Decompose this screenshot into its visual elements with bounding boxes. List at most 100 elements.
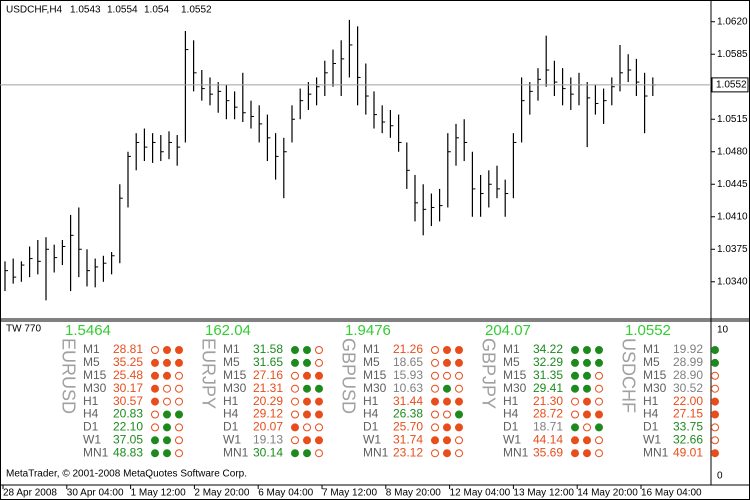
timeframe: MN1 [363, 445, 389, 459]
signal-dot [315, 423, 323, 432]
timeframe: M15 [503, 368, 527, 382]
strength-value: 33.75 [673, 420, 703, 434]
timeframe: M15 [363, 368, 387, 382]
signal-dot [163, 410, 171, 419]
timeframe: M1 [643, 342, 660, 356]
signal-dot [303, 436, 311, 445]
signal-dot [175, 449, 183, 458]
signal-dot [431, 371, 439, 380]
x-tick-label: 8 May 20:00 [386, 488, 441, 499]
strength-value: 25.70 [393, 420, 423, 434]
signal-dot [163, 384, 171, 393]
signal-dot [583, 346, 591, 354]
copyright: MetaTrader, © 2001-2008 MetaQuotes Softw… [6, 469, 247, 480]
signal-dot [303, 384, 311, 393]
header-price: 1.0543 [70, 5, 101, 16]
signal-dot [315, 346, 323, 354]
pair-price: 1.5464 [65, 322, 111, 339]
signal-dot [583, 423, 591, 432]
signal-dot [175, 371, 183, 380]
timeframe: H1 [363, 394, 379, 408]
timeframe: M1 [503, 342, 520, 356]
strength-value: 34.22 [533, 342, 563, 356]
signal-dot [571, 410, 579, 419]
timeframe: H1 [503, 394, 519, 408]
signal-dot [443, 397, 451, 406]
signal-dot [595, 397, 603, 406]
signal-dot [291, 371, 299, 380]
signal-dot [315, 358, 323, 367]
signal-dot [315, 449, 323, 458]
strength-value: 20.29 [253, 394, 283, 408]
strength-value: 26.38 [393, 407, 423, 421]
signal-dot [711, 384, 719, 393]
panel-axis-label: 0 [717, 471, 723, 482]
timeframe: D1 [83, 420, 99, 434]
timeframe: M5 [643, 355, 660, 369]
signal-dot [455, 436, 463, 445]
signal-dot [583, 397, 591, 406]
signal-dot [431, 423, 439, 432]
signal-dot [315, 410, 323, 419]
signal-dot [163, 371, 171, 380]
timeframe: M30 [363, 381, 387, 395]
signal-dot [151, 358, 159, 367]
signal-dot [595, 436, 603, 445]
strength-value: 30.57 [113, 394, 143, 408]
timeframe: H1 [83, 394, 99, 408]
x-tick-label: 13 May 12:00 [513, 488, 574, 499]
strength-value: 20.07 [253, 420, 283, 434]
header-price: 1.054 [144, 5, 169, 16]
signal-dot [175, 346, 183, 354]
signal-dot [315, 384, 323, 393]
timeframe: M1 [83, 342, 100, 356]
y-tick-label: 1.0410 [717, 211, 748, 222]
symbol: USDCHF,H4 [6, 5, 63, 16]
timeframe: M15 [83, 368, 107, 382]
signal-dot [583, 358, 591, 367]
signal-dot [303, 423, 311, 432]
signal-dot [431, 397, 439, 406]
strength-value: 28.81 [113, 342, 143, 356]
signal-dot [151, 384, 159, 393]
signal-dot [315, 397, 323, 406]
signal-dot [163, 449, 171, 458]
signal-dot [175, 410, 183, 419]
header-price: 1.0552 [181, 5, 212, 16]
signal-dot [571, 371, 579, 380]
x-tick-label: 2 May 20:00 [194, 488, 249, 499]
strength-value: 31.74 [393, 432, 423, 446]
pair-name: GBPUSD [338, 338, 358, 414]
header-price: 1.0554 [107, 5, 138, 16]
signal-dot [595, 384, 603, 393]
timeframe: M5 [363, 355, 380, 369]
timeframe: M5 [223, 355, 240, 369]
signal-dot [175, 397, 183, 406]
strength-value: 35.69 [533, 445, 563, 459]
signal-dot [175, 436, 183, 445]
signal-dot [711, 423, 719, 432]
signal-dot [291, 384, 299, 393]
x-tick-label: 12 May 04:00 [450, 488, 511, 499]
strength-value: 19.13 [253, 432, 283, 446]
timeframe: MN1 [83, 445, 109, 459]
strength-value: 28.99 [673, 355, 703, 369]
y-tick-label: 1.0620 [717, 16, 748, 27]
signal-dot [455, 371, 463, 380]
timeframe: M30 [223, 381, 247, 395]
signal-dot [303, 410, 311, 419]
timeframe: M15 [643, 368, 667, 382]
signal-dot [431, 436, 439, 445]
timeframe: W1 [363, 432, 381, 446]
signal-dot [455, 410, 463, 419]
signal-dot [175, 384, 183, 393]
signal-dot [583, 449, 591, 458]
signal-dot [151, 397, 159, 406]
strength-value: 30.14 [253, 445, 283, 459]
strength-value: 32.66 [673, 432, 703, 446]
strength-value: 23.12 [393, 445, 423, 459]
pair-price: 162.04 [205, 322, 251, 339]
strength-value: 27.15 [673, 407, 703, 421]
strength-value: 48.83 [113, 445, 143, 459]
